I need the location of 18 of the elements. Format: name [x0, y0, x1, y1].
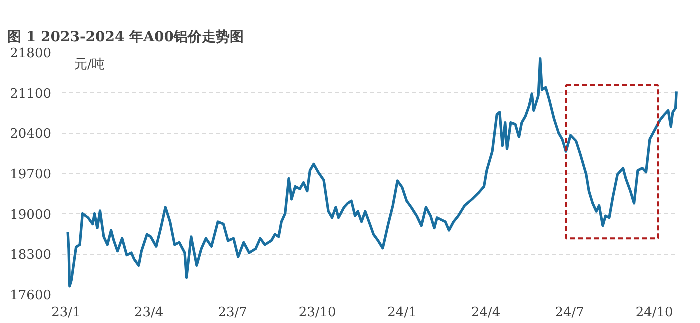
x-tick-label: 23/1 — [52, 306, 81, 320]
x-tick-label: 23/7 — [218, 306, 248, 320]
chart-title: 图 1 2023-2024 年A00铝价走势图 — [8, 30, 244, 46]
y-tick-label: 20400 — [10, 127, 52, 142]
x-tick-label: 24/7 — [555, 306, 584, 320]
x-tick-label: 24/1 — [388, 306, 417, 320]
x-tick-label: 23/10 — [298, 306, 336, 320]
x-tick-label: 24/4 — [471, 306, 501, 320]
y-axis-title: 元/吨 — [74, 58, 105, 72]
y-tick-label: 17600 — [10, 288, 52, 304]
y-tick-label: 19700 — [10, 168, 52, 182]
y-tick-label: 18300 — [10, 248, 52, 264]
x-tick-label: 24/10 — [636, 306, 674, 320]
y-tick-label: 19000 — [10, 208, 52, 223]
x-tick-label: 23/4 — [134, 306, 164, 320]
y-tick-label: 21100 — [10, 86, 52, 102]
line-series — [66, 58, 678, 288]
y-tick-label: 21800 — [10, 46, 52, 62]
